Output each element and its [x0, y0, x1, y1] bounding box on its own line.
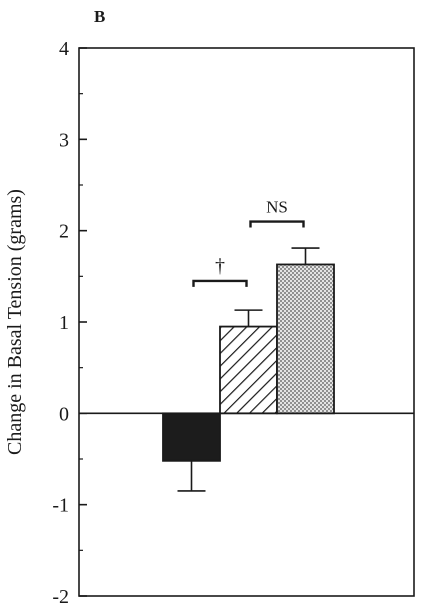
y-tick-label: 3 [59, 129, 69, 151]
significance-bracket [249, 220, 305, 228]
bar [276, 263, 335, 415]
error-bars [177, 247, 320, 492]
y-tick-label: 2 [59, 221, 69, 243]
y-axis: -2 -1 0 1 2 3 4 [52, 38, 87, 608]
y-tick-label: -2 [52, 586, 69, 608]
significance-label: † [215, 255, 225, 277]
annotations: † NS [192, 198, 305, 287]
y-tick-label: 0 [59, 403, 69, 425]
bar [162, 412, 221, 462]
plot-frame [78, 47, 415, 597]
significance-bracket [192, 279, 248, 287]
bar [219, 325, 278, 415]
y-axis-label: Change in Basal Tension (grams) [4, 189, 26, 455]
bars [162, 263, 335, 462]
y-tick-label: -1 [52, 495, 69, 517]
y-tick-label: 4 [59, 38, 69, 60]
panel-label: B [94, 7, 105, 26]
significance-label: NS [266, 198, 288, 217]
y-tick-label: 1 [59, 312, 69, 334]
